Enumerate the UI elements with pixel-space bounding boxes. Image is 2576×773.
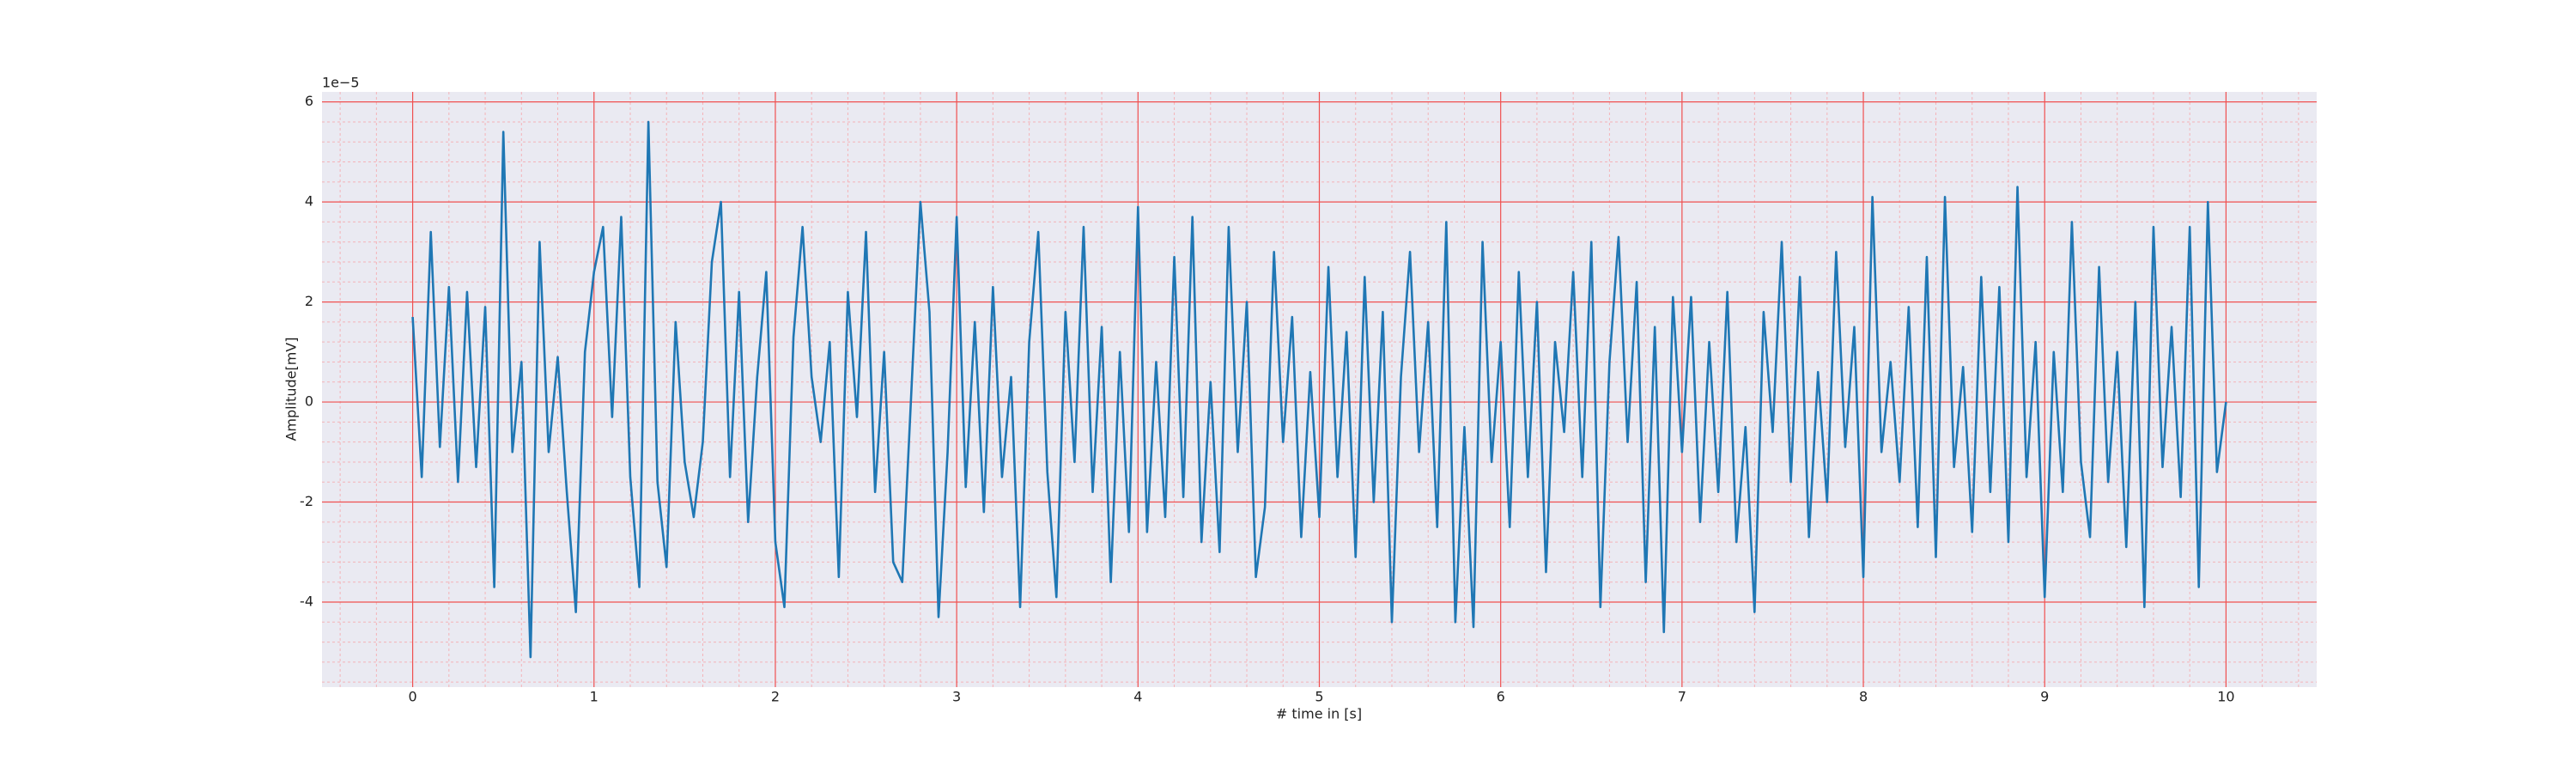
x-tick-label: 8 [1859,689,1868,705]
line [411,120,2227,659]
y-tick-label: 4 [305,193,313,210]
x-tick-label: 6 [1497,689,1505,705]
x-tick-label: 0 [408,689,416,705]
y-tick-label: -4 [300,593,313,610]
x-tick-label: 7 [1678,689,1686,705]
y-tick-label: 2 [305,293,313,309]
x-tick-label: 3 [952,689,961,705]
x-tick-label: 10 [2217,689,2234,705]
x-tick-label: 9 [2040,689,2049,705]
y-axis-label: Amplitude[mV] [283,337,300,441]
y-offset-text: 1e−5 [322,75,360,91]
x-tick-label: 2 [771,689,780,705]
y-tick-label: 0 [305,393,313,410]
y-tick-label: 6 [305,93,313,109]
y-tick-label: -2 [300,493,313,509]
x-tick-label: 5 [1315,689,1323,705]
x-axis-label: # time in [s] [1276,706,1362,722]
x-tick-label: 1 [590,689,598,705]
x-tick-label: 4 [1133,689,1142,705]
